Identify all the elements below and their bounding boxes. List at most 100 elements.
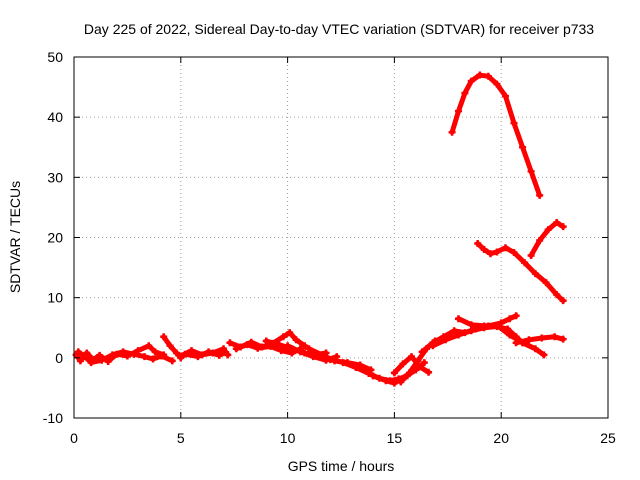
data-point	[181, 350, 189, 358]
series-track-5	[181, 348, 230, 361]
y-tick-label: 40	[47, 109, 63, 125]
data-point	[226, 339, 234, 347]
series-track-21	[527, 218, 567, 260]
data-point	[510, 119, 518, 127]
y-axis-label: SDTVAR / TECUs	[7, 181, 23, 293]
series-track-13	[390, 353, 433, 377]
data-point	[130, 350, 138, 358]
data-point	[454, 315, 462, 323]
data-point	[166, 342, 174, 350]
data-point	[399, 360, 407, 368]
y-tick-label: -10	[43, 410, 63, 426]
data-point	[476, 71, 484, 79]
series-track-17	[454, 315, 548, 359]
data-point	[301, 342, 309, 350]
data-point	[538, 334, 546, 342]
data-point	[98, 356, 106, 364]
data-point	[506, 315, 514, 323]
y-tick-label: 20	[47, 230, 63, 246]
x-tick-label: 10	[280, 430, 296, 446]
data-point	[484, 72, 492, 80]
data-point	[525, 336, 533, 344]
data-point	[461, 89, 469, 97]
series-track-18	[512, 333, 567, 347]
data-point	[292, 336, 300, 344]
data-point	[512, 339, 520, 347]
data-point	[429, 342, 437, 350]
data-point	[397, 378, 405, 386]
data-point	[467, 321, 475, 329]
data-point	[275, 341, 283, 349]
data-point	[521, 259, 529, 267]
data-point	[531, 345, 539, 353]
data-point	[108, 351, 116, 359]
y-tick-label: 10	[47, 290, 63, 306]
data-point	[140, 353, 148, 361]
data-point	[544, 226, 552, 234]
data-point	[390, 379, 398, 387]
data-point	[222, 348, 230, 356]
series-track-2	[74, 348, 176, 367]
data-point	[536, 191, 544, 199]
data-point	[158, 352, 166, 360]
data-point	[205, 348, 213, 356]
data-point	[493, 80, 501, 88]
data-point	[425, 368, 433, 376]
data-point	[467, 77, 475, 85]
data-point	[540, 351, 548, 359]
x-tick-label: 0	[70, 430, 78, 446]
y-tick-label: 30	[47, 169, 63, 185]
series-track-19	[448, 71, 544, 199]
data-point	[145, 342, 153, 350]
data-point	[493, 321, 501, 329]
data-point	[286, 329, 294, 337]
data-point	[542, 279, 550, 287]
data-point	[454, 107, 462, 115]
data-point	[467, 327, 475, 335]
data-point	[382, 377, 390, 385]
x-axis-label: GPS time / hours	[288, 458, 395, 474]
data-point	[254, 344, 262, 352]
data-point	[474, 240, 482, 248]
data-point	[442, 336, 450, 344]
data-point	[339, 359, 347, 367]
data-point	[74, 348, 82, 356]
data-point	[405, 369, 413, 377]
data-point	[480, 322, 488, 330]
data-point	[151, 348, 159, 356]
data-point	[536, 237, 544, 245]
data-point	[487, 250, 495, 258]
data-point	[414, 357, 422, 365]
data-point	[407, 353, 415, 361]
data-point	[173, 349, 181, 357]
data-point	[506, 331, 514, 339]
data-point	[119, 348, 127, 356]
data-point	[168, 357, 176, 365]
data-point	[480, 246, 488, 254]
data-point	[81, 353, 89, 361]
data-point	[551, 333, 559, 341]
y-tick-label: 0	[55, 350, 63, 366]
data-point	[279, 333, 287, 341]
series-layer	[72, 71, 567, 387]
x-tick-label: 25	[600, 430, 616, 446]
x-tick-label: 5	[177, 430, 185, 446]
data-point	[416, 363, 424, 371]
data-point	[527, 167, 535, 175]
data-point	[232, 345, 240, 353]
data-point	[559, 223, 567, 231]
data-point	[531, 270, 539, 278]
data-point	[177, 352, 185, 360]
data-point	[519, 143, 527, 151]
ticks: 0 5 10 15 20 25 -10 0 10 20 30 40 50	[43, 49, 616, 446]
data-point	[149, 355, 157, 363]
data-point	[369, 372, 377, 380]
data-point	[501, 92, 509, 100]
data-point	[527, 252, 535, 260]
data-point	[553, 218, 561, 226]
y-tick-label: 50	[47, 49, 63, 65]
data-point	[501, 244, 509, 252]
data-point	[559, 297, 567, 305]
